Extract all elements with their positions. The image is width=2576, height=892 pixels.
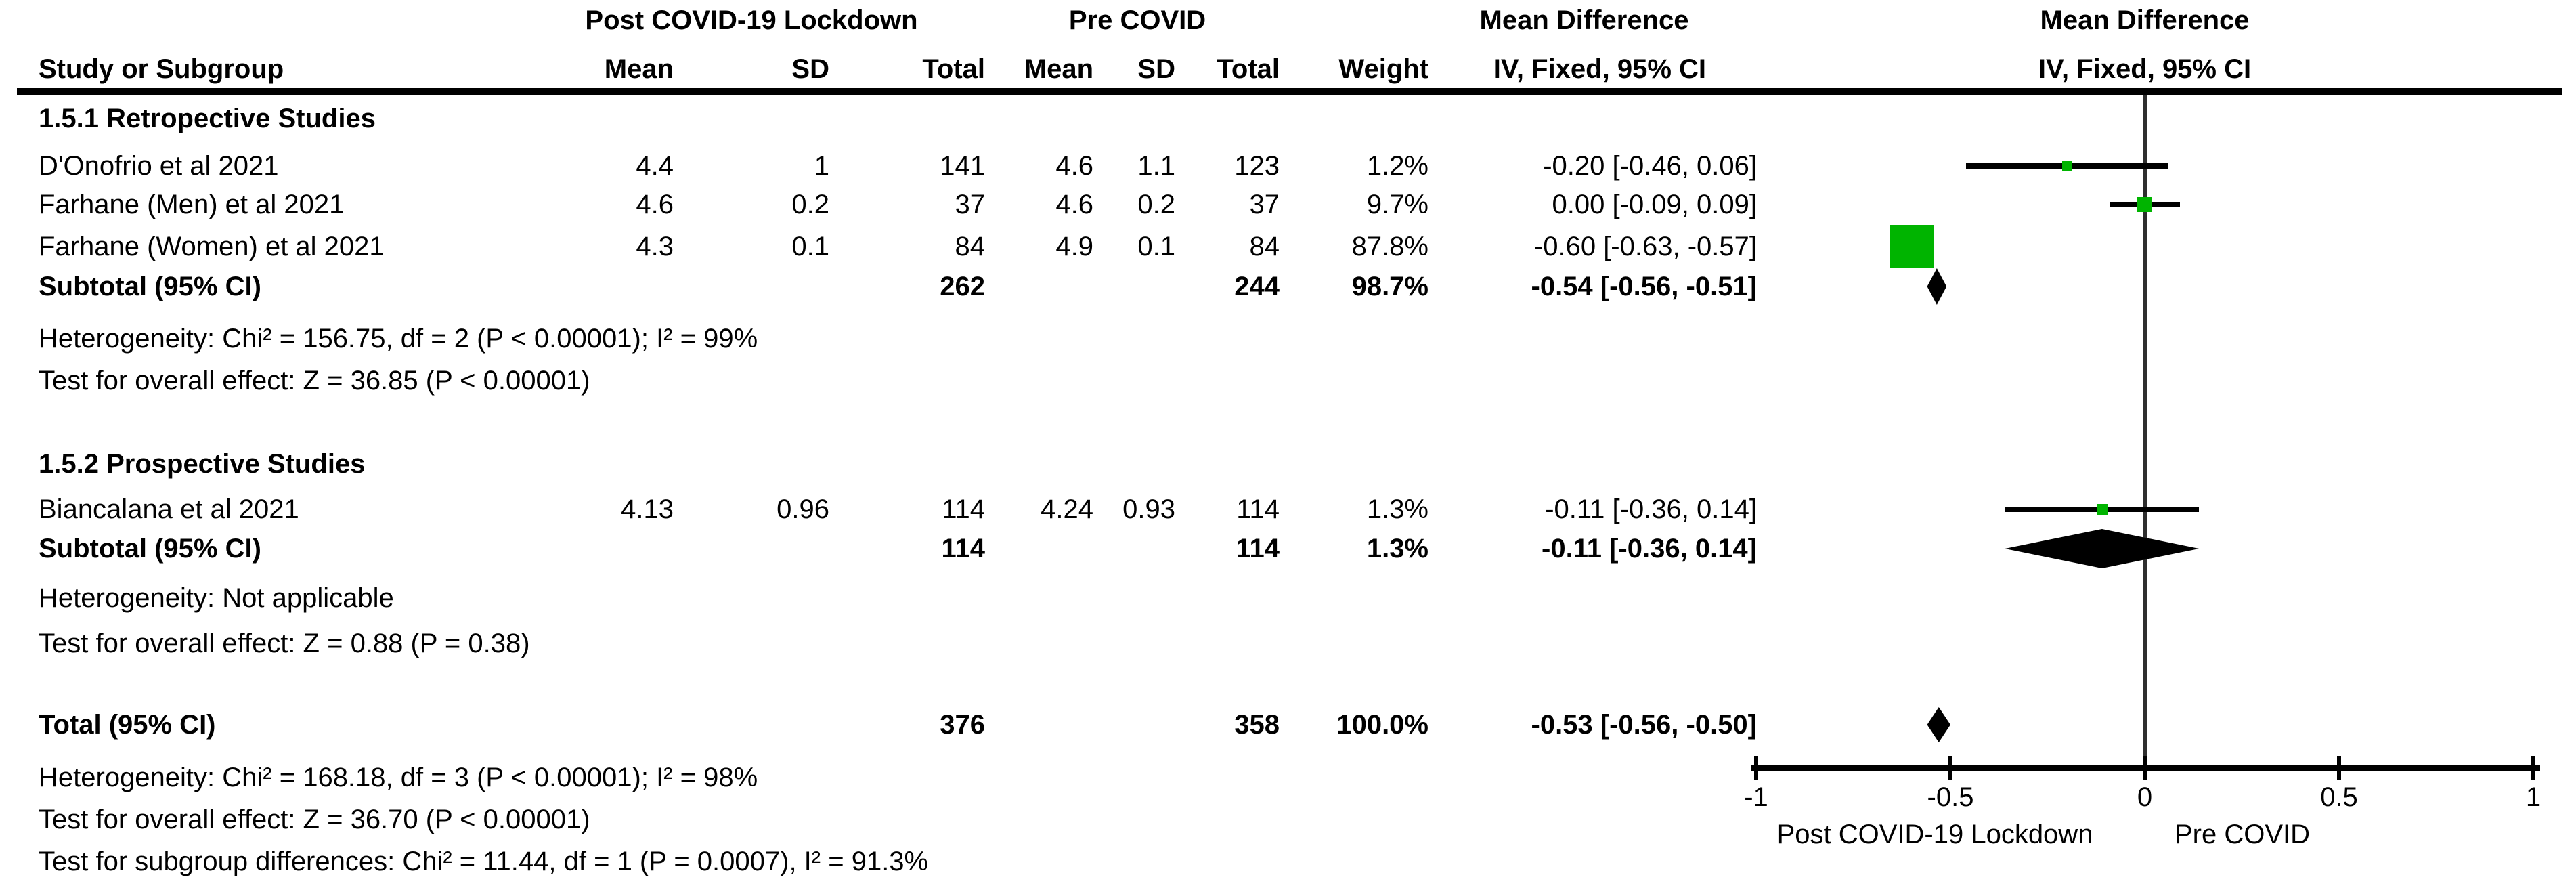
- effect-square-farhane-men: [2137, 197, 2152, 212]
- footer-subgroup-diff: Test for subgroup differences: Chi² = 11…: [39, 847, 929, 876]
- overall-effect-text: Test for overall effect: Z = 36.85 (P < …: [39, 366, 590, 396]
- cell-total2: 37: [1249, 190, 1280, 219]
- col-header-ci: IV, Fixed, 95% CI: [1493, 54, 1706, 84]
- subtotal-total2: 244: [1234, 272, 1280, 301]
- header-rule: [17, 88, 2562, 95]
- cell-total1: 84: [955, 232, 986, 261]
- cell-mean1: 4.3: [636, 232, 674, 261]
- col-header-sd2: SD: [1137, 54, 1175, 84]
- footer-heterogeneity: Heterogeneity: Chi² = 168.18, df = 3 (P …: [39, 763, 758, 792]
- cell-weight: 9.7%: [1366, 190, 1428, 219]
- axis-label-left: Post COVID-19 Lockdown: [1776, 820, 2093, 849]
- pooled-diamond-subtotal-2: [2005, 529, 2200, 568]
- col-header-sd1: SD: [791, 54, 829, 84]
- col-header-study: Study or Subgroup: [39, 54, 284, 84]
- cell-total1: 114: [942, 494, 985, 524]
- plot-subtitle: IV, Fixed, 95% CI: [2038, 54, 2252, 84]
- axis-tick-label: 0: [2137, 782, 2153, 812]
- cell-mean1: 4.6: [636, 190, 674, 219]
- pooled-diamond-total: [1927, 707, 1950, 742]
- group1-header: Post COVID-19 Lockdown: [585, 5, 918, 35]
- col-header-total1: Total: [922, 54, 985, 84]
- cell-total1: 141: [940, 151, 985, 181]
- total-weight: 100.0%: [1336, 710, 1428, 740]
- heterogeneity-text: Heterogeneity: Not applicable: [39, 583, 394, 613]
- study-name: Farhane (Women) et al 2021: [39, 232, 385, 261]
- cell-weight: 1.2%: [1366, 151, 1428, 181]
- axis-tick: [2531, 756, 2535, 780]
- cell-sd2: 1.1: [1137, 151, 1175, 181]
- study-name: D'Onofrio et al 2021: [39, 151, 279, 181]
- axis-tick: [2337, 756, 2341, 780]
- cell-sd2: 0.2: [1137, 190, 1175, 219]
- effect-square-farhane-women: [1890, 225, 1934, 268]
- section-title: 1.5.1 Retropective Studies: [39, 104, 376, 133]
- cell-mean2: 4.6: [1055, 151, 1093, 181]
- subtotal-ci: -0.54 [-0.56, -0.51]: [1531, 272, 1758, 301]
- cell-mean2: 4.9: [1055, 232, 1093, 261]
- axis-tick-label: -0.5: [1927, 782, 1974, 812]
- axis-tick: [1948, 756, 1952, 780]
- effect-column-title: Mean Difference: [1479, 5, 1689, 35]
- cell-sd2: 0.1: [1137, 232, 1175, 261]
- col-header-total2: Total: [1217, 54, 1280, 84]
- cell-sd1: 0.1: [791, 232, 829, 261]
- plot-title: Mean Difference: [2040, 5, 2250, 35]
- cell-sd2: 0.93: [1122, 494, 1175, 524]
- section-title: 1.5.2 Prospective Studies: [39, 449, 366, 479]
- footer-overall-effect: Test for overall effect: Z = 36.70 (P < …: [39, 805, 590, 834]
- axis-label-right: Pre COVID: [2174, 820, 2311, 849]
- cell-mean1: 4.4: [636, 151, 674, 181]
- study-name: Farhane (Men) et al 2021: [39, 190, 345, 219]
- effect-square-donofrio: [2061, 161, 2072, 171]
- col-header-weight: Weight: [1338, 54, 1428, 84]
- cell-ci: 0.00 [-0.09, 0.09]: [1552, 190, 1757, 219]
- study-name: Biancalana et al 2021: [39, 494, 299, 524]
- cell-ci: -0.20 [-0.46, 0.06]: [1543, 151, 1757, 181]
- subtotal-weight: 98.7%: [1351, 272, 1428, 301]
- cell-mean1: 4.13: [621, 494, 674, 524]
- heterogeneity-text: Heterogeneity: Chi² = 156.75, df = 2 (P …: [39, 324, 758, 354]
- pooled-diamond-subtotal-1: [1927, 268, 1947, 305]
- cell-mean2: 4.24: [1041, 494, 1093, 524]
- cell-total2: 84: [1249, 232, 1280, 261]
- subtotal-label: Subtotal (95% CI): [39, 534, 261, 564]
- subtotal-weight: 1.3%: [1366, 534, 1428, 564]
- cell-sd1: 0.2: [791, 190, 829, 219]
- cell-weight: 87.8%: [1351, 232, 1428, 261]
- col-header-mean1: Mean: [604, 54, 674, 84]
- total-ci: -0.53 [-0.56, -0.50]: [1531, 710, 1758, 740]
- axis-tick-label: -1: [1744, 782, 1768, 812]
- effect-square-biancalana: [2096, 504, 2108, 515]
- cell-ci: -0.11 [-0.36, 0.14]: [1545, 494, 1757, 524]
- total-total2: 358: [1234, 710, 1280, 740]
- total-label: Total (95% CI): [39, 710, 216, 740]
- subtotal-total1: 114: [941, 534, 985, 564]
- cell-mean2: 4.6: [1055, 190, 1093, 219]
- subtotal-ci: -0.11 [-0.36, 0.14]: [1542, 534, 1757, 564]
- overall-effect-text: Test for overall effect: Z = 0.88 (P = 0…: [39, 629, 530, 658]
- zero-effect-line: [2143, 95, 2147, 780]
- subtotal-label: Subtotal (95% CI): [39, 272, 261, 301]
- axis-tick-label: 1: [2525, 782, 2541, 812]
- cell-total2: 123: [1234, 151, 1280, 181]
- cell-sd1: 0.96: [777, 494, 829, 524]
- subtotal-total2: 114: [1236, 534, 1280, 564]
- cell-weight: 1.3%: [1366, 494, 1428, 524]
- axis-tick: [2143, 756, 2147, 780]
- axis-tick: [1754, 756, 1758, 780]
- col-header-mean2: Mean: [1024, 54, 1093, 84]
- cell-total1: 37: [955, 190, 986, 219]
- axis-tick-label: 0.5: [2320, 782, 2358, 812]
- cell-sd1: 1: [814, 151, 829, 181]
- group2-header: Pre COVID: [1068, 5, 1206, 35]
- cell-total2: 114: [1236, 494, 1280, 524]
- cell-ci: -0.60 [-0.63, -0.57]: [1533, 232, 1757, 261]
- total-total1: 376: [940, 710, 985, 740]
- subtotal-total1: 262: [940, 272, 985, 301]
